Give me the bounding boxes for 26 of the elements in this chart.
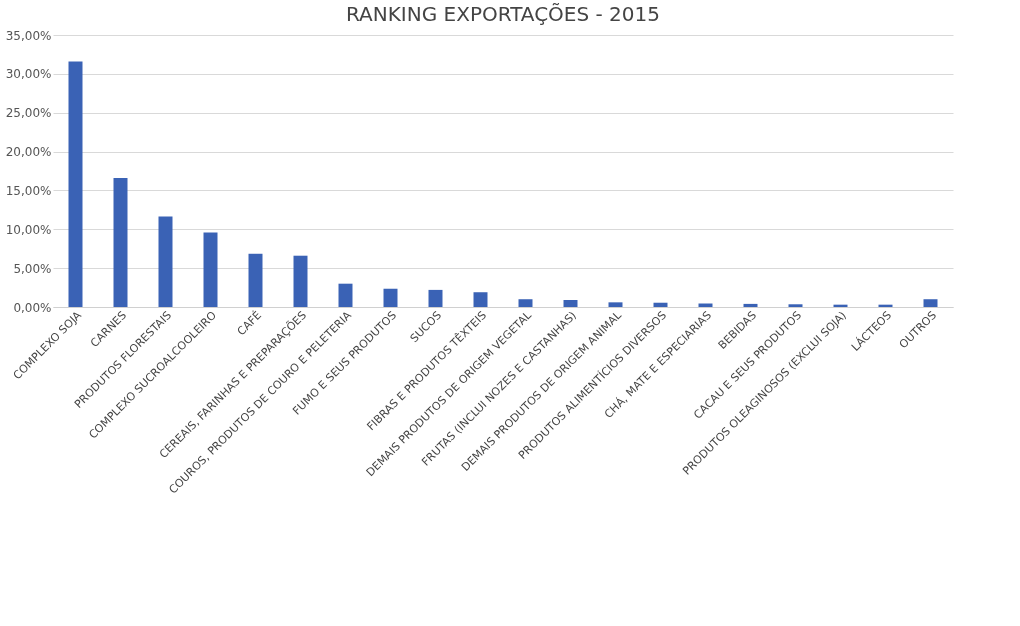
- bar: [743, 303, 758, 307]
- chart-title: RANKING EXPORTAÇÕES - 2015: [345, 2, 661, 26]
- y-tick-label: 20,00%: [5, 145, 52, 160]
- bar: [653, 302, 668, 307]
- y-tick-label: 10,00%: [5, 222, 52, 237]
- bar: [563, 300, 578, 307]
- y-tick-label: 30,00%: [5, 67, 52, 82]
- bar: [608, 302, 623, 307]
- y-tick-label: 35,00%: [5, 28, 52, 43]
- bar: [923, 299, 938, 307]
- y-tick-label: 15,00%: [5, 183, 52, 198]
- y-tick-label: 25,00%: [5, 106, 52, 121]
- bar: [338, 283, 353, 307]
- bar: [158, 216, 173, 307]
- y-tick-label: 0,00%: [13, 300, 52, 315]
- bar: [383, 288, 398, 307]
- y-tick-label: 5,00%: [13, 261, 52, 276]
- bar: [428, 289, 443, 307]
- bar: [203, 232, 218, 307]
- bar: [518, 299, 533, 307]
- bar: [293, 255, 308, 307]
- bar: [248, 253, 263, 307]
- bar: [68, 61, 83, 307]
- bar: [113, 177, 128, 307]
- bar: [788, 304, 803, 307]
- bar: [473, 292, 488, 307]
